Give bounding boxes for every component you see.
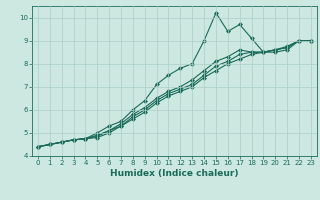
X-axis label: Humidex (Indice chaleur): Humidex (Indice chaleur) xyxy=(110,169,239,178)
